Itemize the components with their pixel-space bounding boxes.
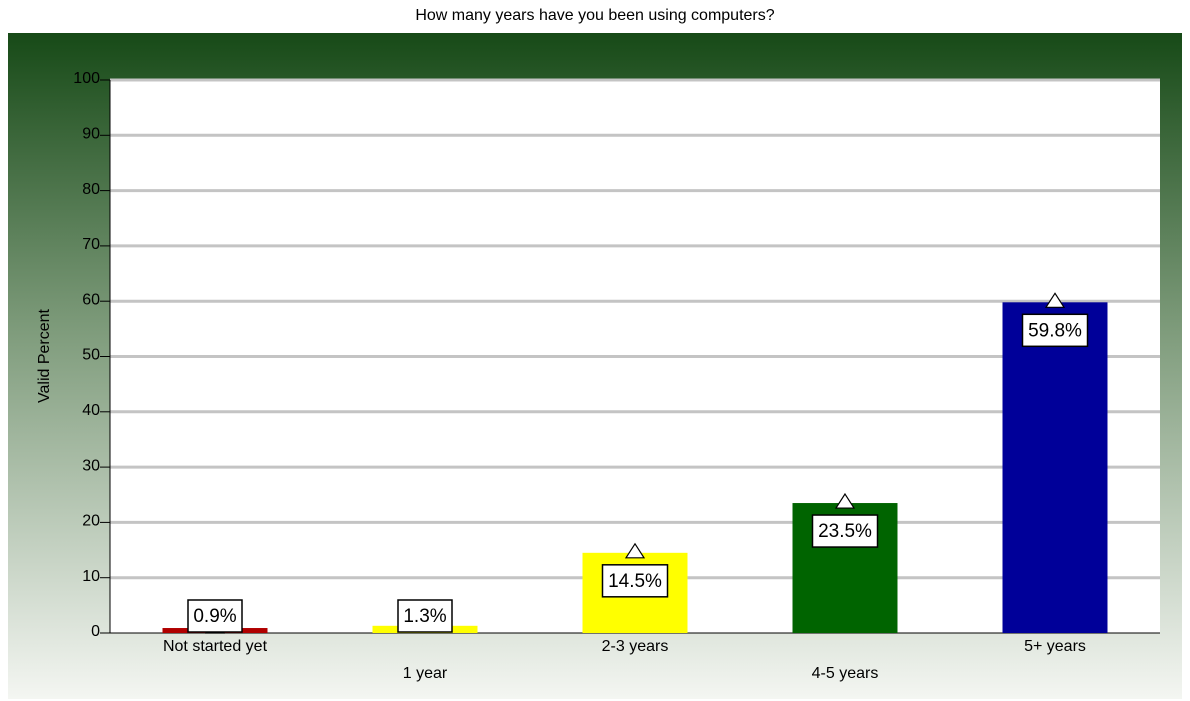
value-label: 23.5% [818, 521, 872, 542]
value-label: 59.8% [1028, 320, 1082, 341]
y-tick-label: 30 [82, 457, 100, 474]
y-tick-label: 90 [82, 126, 100, 143]
x-tick-label: 4-5 years [812, 665, 879, 682]
x-tick-label: 5+ years [1024, 638, 1086, 655]
y-tick-label: 40 [82, 402, 100, 419]
value-label-box [1021, 313, 1089, 348]
value-label-box [187, 599, 243, 633]
y-tick-label: 0 [91, 623, 100, 640]
value-label-box [601, 564, 669, 598]
value-label-box [811, 514, 879, 548]
value-label: 1.3% [403, 606, 446, 627]
value-label: 0.9% [193, 606, 236, 627]
x-tick-label: 2-3 years [602, 638, 669, 655]
y-tick-label: 100 [73, 70, 100, 87]
y-tick-label: 50 [82, 347, 100, 364]
y-tick-label: 10 [82, 568, 100, 585]
value-label-box [397, 599, 453, 633]
x-tick-label: Not started yet [163, 638, 268, 655]
x-tick-label: 1 year [403, 665, 448, 682]
y-tick-label: 70 [82, 236, 100, 253]
value-label: 14.5% [608, 571, 662, 592]
value-marker [834, 492, 856, 509]
y-axis-label: Valid Percent [36, 308, 53, 403]
bar [1002, 302, 1108, 633]
value-marker [1044, 292, 1066, 308]
value-marker [624, 542, 646, 559]
y-tick-label: 80 [82, 181, 100, 198]
y-tick-label: 20 [82, 513, 100, 530]
y-tick-label: 60 [82, 291, 100, 308]
chart-title: How many years have you been using compu… [415, 7, 774, 24]
